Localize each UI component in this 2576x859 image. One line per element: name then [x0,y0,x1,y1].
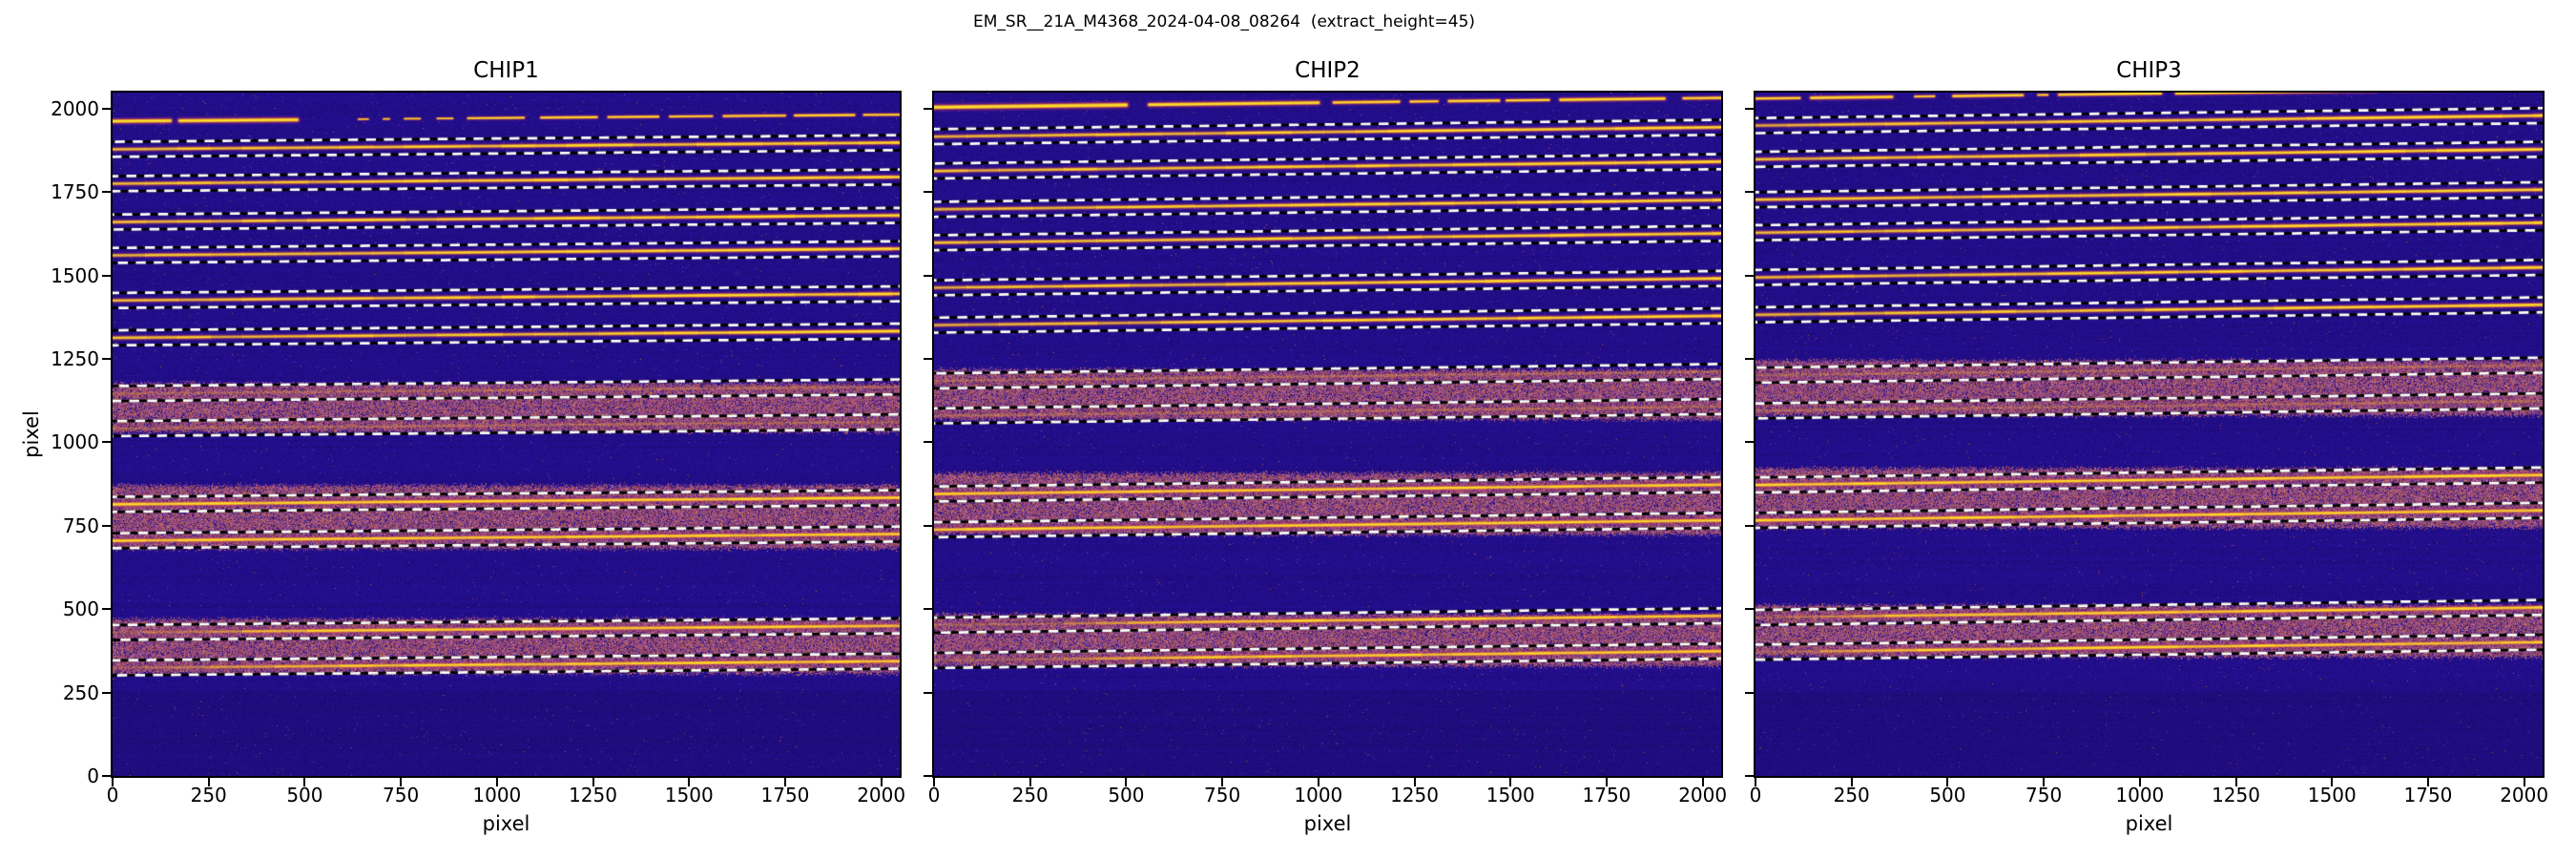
y-tick-label: 750 [4,514,99,537]
panel-title-chip2: CHIP2 [934,58,1721,83]
x-tick-label: 1750 [1583,784,1631,807]
chip2-x-axis-label: pixel [934,812,1721,835]
y-tick-mark [102,608,111,610]
x-tick-label: 1750 [2404,784,2453,807]
y-tick-mark [924,608,932,610]
x-tick-label: 250 [1012,784,1049,807]
y-tick-mark [924,692,932,694]
x-tick-label: 750 [1204,784,1240,807]
y-tick-mark [924,525,932,527]
chip3-x-axis-label: pixel [1755,812,2543,835]
x-tick-label: 1250 [1390,784,1439,807]
y-tick-label: 1250 [4,347,99,370]
y-tick-mark [1745,191,1754,193]
x-tick-label: 1500 [1486,784,1535,807]
chip3-spectral-image [1754,91,2545,778]
panel-title-chip1: CHIP1 [113,58,900,83]
x-tick-label: 0 [107,784,119,807]
x-tick-label: 1000 [472,784,521,807]
y-tick-label: 1000 [4,430,99,453]
matplotlib-figure: EM_SR__21A_M4368_2024-04-08_08264 (extra… [0,0,2576,859]
x-tick-label: 500 [1929,784,1965,807]
y-tick-mark [102,525,111,527]
y-tick-mark [1745,775,1754,777]
x-tick-label: 250 [1834,784,1870,807]
y-tick-mark [1745,525,1754,527]
x-tick-label: 1000 [1294,784,1342,807]
y-tick-label: 1500 [4,264,99,287]
y-tick-mark [102,441,111,443]
y-tick-mark [924,441,932,443]
x-tick-label: 0 [928,784,941,807]
y-tick-mark [924,275,932,277]
y-tick-mark [1745,358,1754,360]
y-tick-mark [924,108,932,110]
y-tick-label: 2000 [4,97,99,120]
x-tick-label: 1500 [2308,784,2357,807]
y-tick-mark [924,775,932,777]
x-tick-label: 1000 [2115,784,2164,807]
y-tick-mark [102,775,111,777]
y-tick-mark [102,692,111,694]
y-tick-mark [1745,275,1754,277]
x-tick-label: 500 [286,784,322,807]
x-tick-label: 750 [2025,784,2062,807]
y-tick-mark [1745,692,1754,694]
x-tick-label: 1250 [2212,784,2260,807]
y-tick-mark [1745,108,1754,110]
y-tick-mark [102,275,111,277]
y-tick-mark [1745,441,1754,443]
x-tick-label: 0 [1750,784,1762,807]
x-tick-label: 750 [383,784,419,807]
chip2-spectral-image [932,91,1723,778]
x-tick-label: 1750 [761,784,810,807]
y-tick-label: 0 [4,765,99,787]
x-tick-label: 2000 [857,784,905,807]
y-tick-mark [102,108,111,110]
y-tick-mark [102,358,111,360]
y-tick-mark [1745,608,1754,610]
y-tick-label: 250 [4,681,99,704]
y-tick-label: 1750 [4,180,99,203]
x-tick-label: 2000 [1678,784,1727,807]
x-tick-label: 1250 [569,784,617,807]
y-tick-label: 500 [4,597,99,620]
panel-title-chip3: CHIP3 [1755,58,2543,83]
figure-suptitle: EM_SR__21A_M4368_2024-04-08_08264 (extra… [973,12,1475,31]
x-tick-label: 2000 [2500,784,2548,807]
y-tick-mark [102,191,111,193]
x-tick-label: 1500 [665,784,714,807]
x-tick-label: 250 [191,784,227,807]
y-tick-mark [924,191,932,193]
y-tick-mark [924,358,932,360]
x-tick-label: 500 [1108,784,1144,807]
chip1-spectral-image [111,91,902,778]
chip1-x-axis-label: pixel [113,812,900,835]
